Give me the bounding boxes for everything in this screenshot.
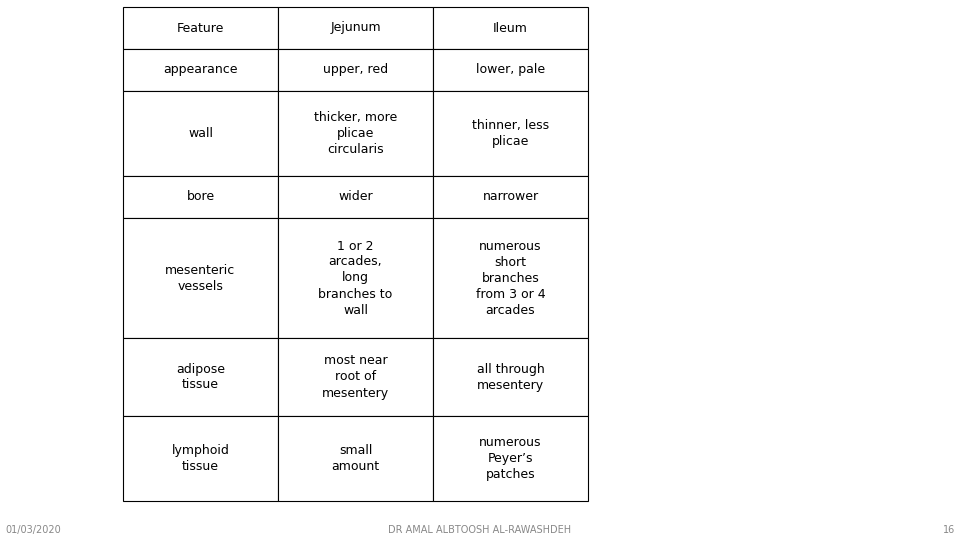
Text: bore: bore xyxy=(186,191,215,204)
Text: wall: wall xyxy=(188,127,213,140)
Bar xyxy=(123,218,278,338)
Bar xyxy=(433,91,588,176)
Text: lower, pale: lower, pale xyxy=(476,64,545,77)
Bar xyxy=(433,338,588,416)
Text: 1 or 2
arcades,
long
branches to
wall: 1 or 2 arcades, long branches to wall xyxy=(319,240,393,316)
Bar xyxy=(278,176,433,218)
Bar xyxy=(123,7,278,49)
Text: all through
mesentery: all through mesentery xyxy=(476,362,544,392)
Text: numerous
Peyer’s
patches: numerous Peyer’s patches xyxy=(479,436,541,481)
Text: wider: wider xyxy=(338,191,372,204)
Bar xyxy=(278,49,433,91)
Text: 16: 16 xyxy=(943,525,955,535)
Bar xyxy=(278,338,433,416)
Text: 01/03/2020: 01/03/2020 xyxy=(5,525,60,535)
Text: small
amount: small amount xyxy=(331,444,379,473)
Text: thinner, less
plicae: thinner, less plicae xyxy=(472,119,549,148)
Text: mesenteric
vessels: mesenteric vessels xyxy=(165,264,235,293)
Bar xyxy=(278,91,433,176)
Text: Jejunum: Jejunum xyxy=(330,22,381,35)
Text: adipose
tissue: adipose tissue xyxy=(176,362,225,392)
Bar xyxy=(123,91,278,176)
Bar xyxy=(433,176,588,218)
Bar xyxy=(433,49,588,91)
Text: upper, red: upper, red xyxy=(323,64,388,77)
Bar xyxy=(123,416,278,501)
Bar xyxy=(123,176,278,218)
Text: narrower: narrower xyxy=(483,191,539,204)
Bar xyxy=(278,218,433,338)
Text: Feature: Feature xyxy=(177,22,225,35)
Text: thicker, more
plicae
circularis: thicker, more plicae circularis xyxy=(314,111,397,156)
Text: numerous
short
branches
from 3 or 4
arcades: numerous short branches from 3 or 4 arca… xyxy=(476,240,545,316)
Bar xyxy=(278,416,433,501)
Bar xyxy=(433,7,588,49)
Text: DR AMAL ALBTOOSH AL-RAWASHDEH: DR AMAL ALBTOOSH AL-RAWASHDEH xyxy=(389,525,571,535)
Bar xyxy=(123,49,278,91)
Text: lymphoid
tissue: lymphoid tissue xyxy=(172,444,229,473)
Text: Ileum: Ileum xyxy=(493,22,528,35)
Bar xyxy=(433,218,588,338)
Bar xyxy=(433,416,588,501)
Bar xyxy=(123,338,278,416)
Text: appearance: appearance xyxy=(163,64,238,77)
Text: most near
root of
mesentery: most near root of mesentery xyxy=(322,354,389,400)
Bar xyxy=(278,7,433,49)
